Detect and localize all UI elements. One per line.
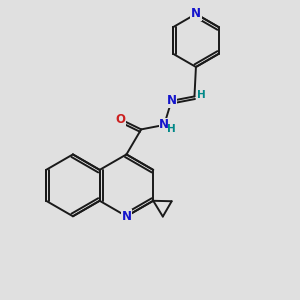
Text: N: N bbox=[191, 8, 201, 20]
Text: H: H bbox=[167, 124, 176, 134]
Text: N: N bbox=[167, 94, 176, 107]
Text: H: H bbox=[196, 90, 205, 100]
Text: N: N bbox=[159, 118, 169, 131]
Text: O: O bbox=[115, 112, 125, 126]
Text: N: N bbox=[122, 210, 131, 223]
